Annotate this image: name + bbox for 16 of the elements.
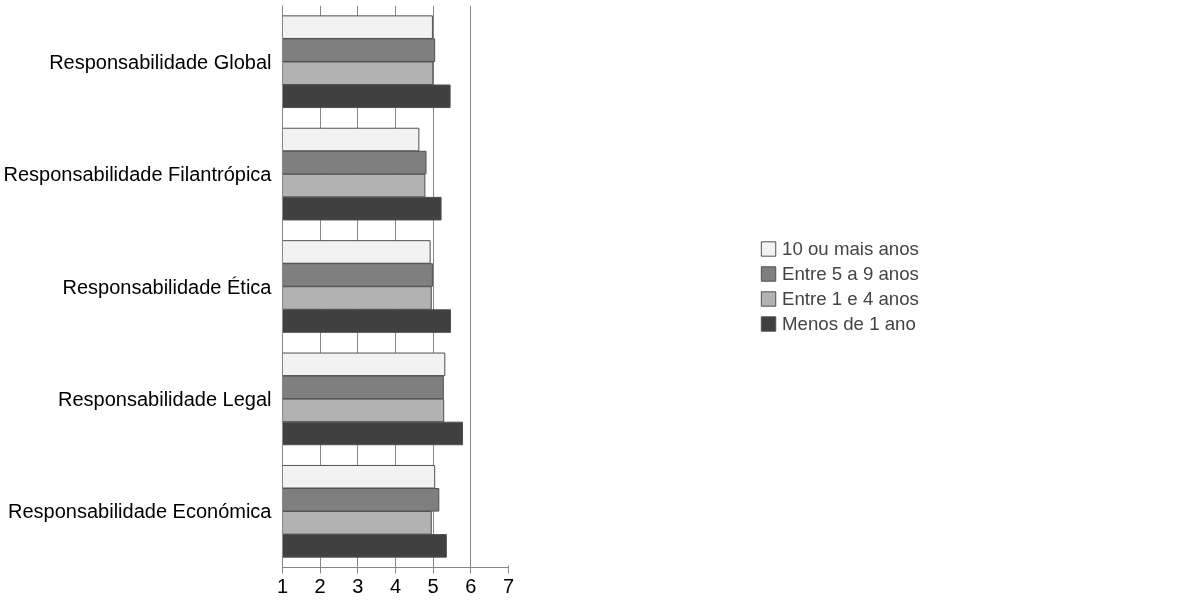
x-tick-label: 3: [352, 574, 364, 597]
x-tick-label: 6: [465, 574, 477, 597]
x-tick-label: 2: [314, 574, 326, 597]
x-tick-label: 4: [389, 574, 402, 597]
legend-label: Entre 5 a 9 anos: [782, 262, 919, 285]
x-tick-label: 5: [427, 574, 439, 597]
legend-label: Entre 1 e 4 anos: [782, 287, 919, 310]
x-tick-label: 7: [502, 574, 515, 597]
y-tick-label: Responsabilidade Global: [49, 50, 272, 73]
y-tick-label: Responsabilidade Económica: [8, 500, 273, 523]
y-tick-label: Responsabilidade Legal: [58, 387, 272, 410]
y-tick-label: Responsabilidade Ética: [62, 275, 273, 298]
legend-label: 10 ou mais anos: [782, 237, 919, 260]
legend-label: Menos de 1 ano: [782, 312, 916, 335]
y-tick-label: Responsabilidade Filantrópica: [3, 163, 273, 186]
x-tick-label: 1: [276, 574, 289, 597]
